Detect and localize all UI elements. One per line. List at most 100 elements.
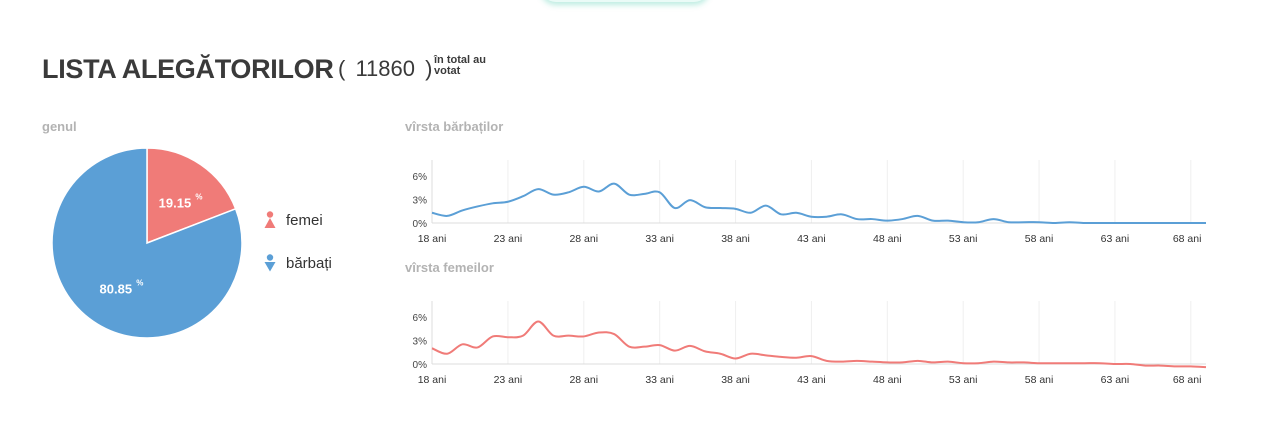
male-age-data-point (583, 186, 585, 188)
female-age-data-point (522, 335, 524, 337)
female-age-data-point (1159, 365, 1161, 367)
male-age-xtick-label: 18 ani (418, 233, 447, 245)
male-age-data-point (886, 220, 888, 222)
female-age-data-point (477, 346, 479, 348)
female-age-xtick-label: 28 ani (569, 374, 598, 386)
count-open-paren: ( (338, 56, 346, 81)
male-age-xtick-label: 33 ani (645, 233, 674, 245)
female-age-data-point (962, 362, 964, 364)
female-age-data-point (507, 336, 509, 338)
female-age-data-point (1144, 365, 1146, 367)
female-age-xtick-label: 68 ani (1173, 374, 1202, 386)
female-age-xtick-label: 23 ani (494, 374, 523, 386)
male-age-data-point (1205, 222, 1207, 224)
male-age-data-point (659, 191, 661, 193)
female-age-data-point (598, 332, 600, 334)
female-age-data-point (886, 361, 888, 363)
female-age-data-point (659, 344, 661, 346)
female-age-xtick-label: 58 ani (1025, 374, 1054, 386)
male-age-data-point (492, 202, 494, 204)
male-age-data-point (522, 195, 524, 197)
male-age-data-point (613, 183, 615, 185)
female-age-data-point (1053, 362, 1055, 364)
male-age-ytick-label: 3% (413, 195, 428, 206)
pie-label-female: 19.15 (159, 195, 192, 210)
female-age-data-point (735, 357, 737, 359)
female-age-data-point (1038, 362, 1040, 364)
female-age-xtick-label: 53 ani (949, 374, 978, 386)
female-age-data-point (1084, 362, 1086, 364)
female-age-ytick-label: 3% (413, 336, 428, 347)
male-age-data-point (901, 218, 903, 220)
male-age-xtick-label: 58 ani (1025, 233, 1054, 245)
male-age-data-point (932, 220, 934, 222)
female-age-data-point (977, 362, 979, 364)
female-age-data-point (689, 345, 691, 347)
female-age-ytick-label: 6% (413, 313, 428, 324)
female-age-data-point (780, 356, 782, 358)
legend-label-male: bărbați (286, 254, 332, 272)
male-age-ytick-label: 0% (413, 219, 428, 230)
male-age-data-point (1175, 222, 1177, 224)
pie-label-male: 80.85 (100, 281, 133, 296)
pie-label-female-unit: % (195, 192, 202, 201)
male-age-data-point (446, 215, 448, 217)
female-age-data-point (856, 360, 858, 362)
male-age-data-point (962, 221, 964, 223)
male-age-data-point (1159, 222, 1161, 224)
male-age-data-point (568, 191, 570, 193)
pie-slice-male (51, 147, 243, 339)
male-age-data-point (704, 206, 706, 208)
female-age-xtick-label: 18 ani (418, 374, 447, 386)
male-age-data-point (795, 212, 797, 214)
male-age-data-point (461, 209, 463, 211)
female-age-data-point (795, 357, 797, 359)
male-age-data-point (477, 205, 479, 207)
male-age-data-point (1129, 222, 1131, 224)
female-age-data-point (1205, 366, 1207, 368)
female-age-data-point (719, 353, 721, 355)
count-note-line2: votat (434, 65, 461, 77)
male-age-data-point (993, 218, 995, 220)
male-age-data-point (1053, 222, 1055, 224)
female-age-section-label: vîrsta femeilor (405, 260, 494, 275)
legend-item-male: bărbați (264, 254, 332, 272)
female-age-data-point (446, 353, 448, 355)
female-person-icon (264, 211, 276, 228)
male-age-series-line (431, 182, 1206, 225)
female-age-data-point (765, 354, 767, 356)
female-age-data-point (552, 335, 554, 337)
male-age-data-point (643, 193, 645, 195)
gender-section-label: genul (42, 119, 77, 134)
male-age-data-point (1023, 221, 1025, 223)
male-age-xtick-label: 23 ani (494, 233, 523, 245)
female-age-data-point (917, 360, 919, 362)
legend-label-female: femei (286, 211, 323, 229)
page-title: LISTA ALEGĂTORILOR (42, 54, 334, 84)
female-age-data-point (932, 361, 934, 363)
male-age-xtick-label: 53 ani (949, 233, 978, 245)
female-age-xtick-label: 33 ani (645, 374, 674, 386)
male-age-data-point (689, 199, 691, 201)
male-age-data-point (719, 207, 721, 209)
female-age-data-point (674, 350, 676, 352)
male-age-data-point (1038, 221, 1040, 223)
female-age-data-point (750, 353, 752, 355)
female-age-data-point (568, 335, 570, 337)
male-age-data-point (780, 213, 782, 215)
male-person-icon (264, 254, 276, 272)
female-age-data-point (826, 360, 828, 362)
female-age-ytick-label: 0% (413, 360, 428, 371)
male-age-xtick-label: 28 ani (569, 233, 598, 245)
gender-pie-chart: 19.15 %80.85% (51, 147, 243, 339)
female-age-data-point (492, 335, 494, 337)
female-age-series-line (431, 320, 1207, 369)
female-age-data-point (901, 361, 903, 363)
male-age-data-point (826, 216, 828, 218)
male-age-data-point (765, 205, 767, 207)
male-age-data-point (1144, 222, 1146, 224)
male-age-data-point (628, 194, 630, 196)
male-age-xtick-label: 38 ani (721, 233, 750, 245)
female-age-data-point (1190, 365, 1192, 367)
female-age-data-point (431, 347, 433, 349)
